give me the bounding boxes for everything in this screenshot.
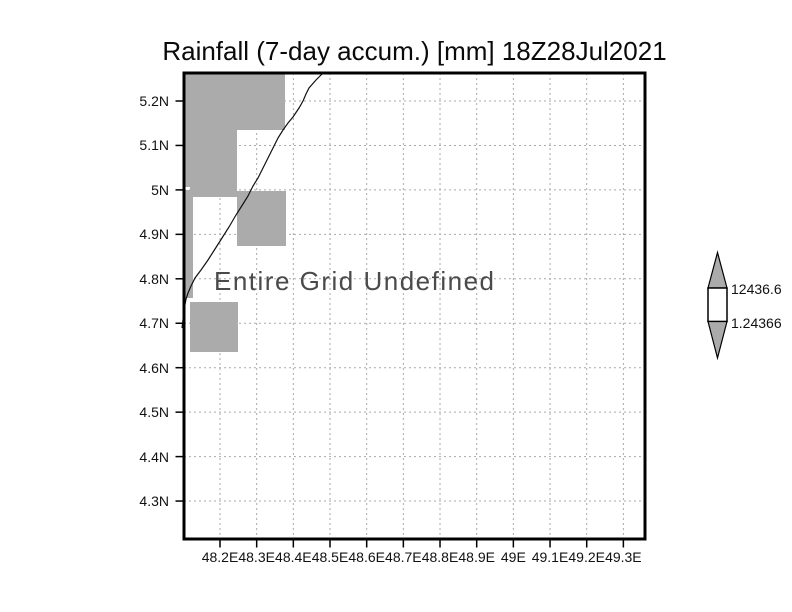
- axis-ticks: [175, 100, 625, 548]
- x-axis-tick-label: 48.6E: [348, 549, 385, 565]
- y-axis-tick-label: 5N: [151, 181, 169, 198]
- x-axis-tick-label: 49E: [500, 549, 526, 565]
- x-axis-tick-label: 49.1E: [531, 549, 569, 565]
- shaded-grid-cell: [184, 130, 237, 187]
- colorbar-min-label: 1.24366: [731, 314, 782, 331]
- shaded-grid-cell: [185, 190, 193, 298]
- colorbar-upper-triangle: [707, 250, 728, 289]
- coastline: [181, 72, 324, 329]
- x-axis-tick-label: 49.3E: [605, 549, 642, 565]
- undefined-grid-message: Entire Grid Undefined: [214, 266, 496, 296]
- chart-title: Rainfall (7-day accum.) [mm] 18Z28Jul202…: [162, 36, 667, 66]
- x-axis-tick-label: 48.7E: [385, 549, 422, 565]
- colorbar-lower-triangle: [707, 320, 728, 361]
- shaded-cells: [184, 73, 286, 352]
- y-axis-tick-label: 4.9N: [139, 226, 169, 243]
- x-axis-tick-label: 48.8E: [421, 549, 459, 565]
- y-axis-tick-label: 4.4N: [139, 448, 169, 465]
- y-axis-tick-label: 4.8N: [139, 270, 169, 287]
- shaded-grid-cell: [190, 187, 237, 197]
- shaded-grid-cell: [190, 302, 238, 352]
- gridlines: [184, 73, 645, 539]
- y-axis-tick-label: 4.7N: [139, 315, 169, 332]
- y-axis-tick-label: 5.1N: [139, 137, 169, 154]
- colorbar-arrow: [707, 250, 728, 361]
- x-axis-tick-label: 48.9E: [458, 549, 495, 565]
- shaded-grid-cell: [237, 191, 286, 246]
- x-axis-tick-label: 48.3E: [238, 549, 275, 565]
- x-axis-tick-label: 48.5E: [311, 549, 349, 565]
- y-axis-tick-label: 4.3N: [139, 493, 169, 510]
- colorbar-max-label: 12436.6: [731, 281, 782, 297]
- x-axis-tick-label: 48.4E: [275, 549, 312, 565]
- colorbar-box: [707, 287, 728, 323]
- plot-frame: [182, 71, 647, 541]
- x-axis-tick-label: 48.2E: [201, 549, 239, 565]
- y-axis-tick-label: 5.2N: [139, 93, 169, 109]
- y-axis-tick-label: 4.6N: [139, 359, 169, 376]
- x-axis-tick-label: 49.2E: [568, 549, 605, 565]
- shaded-grid-cell: [184, 73, 285, 130]
- y-axis-tick-label: 4.5N: [139, 404, 169, 421]
